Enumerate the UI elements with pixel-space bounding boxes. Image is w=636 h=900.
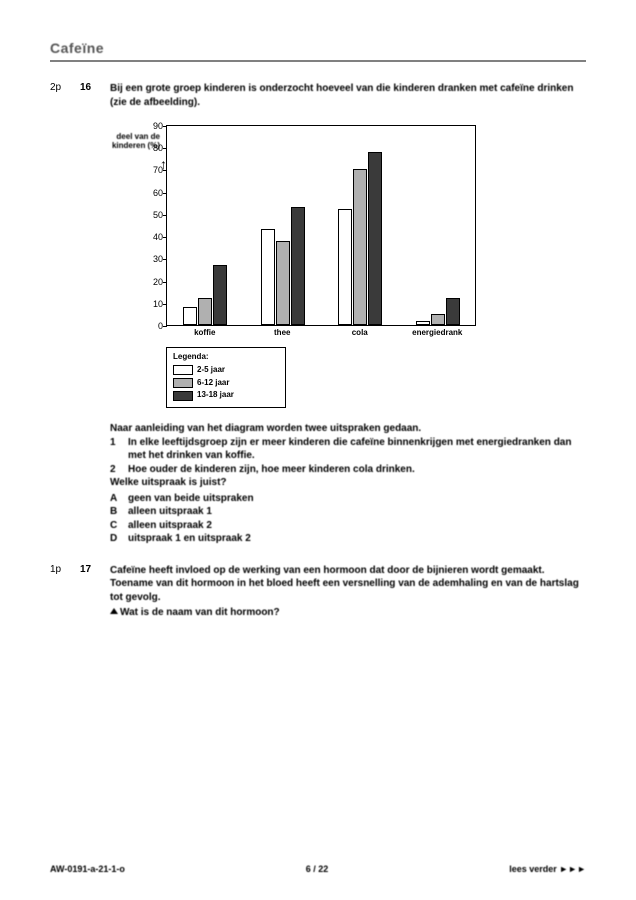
ytick-mark [163, 304, 167, 305]
q17-sub: Wat is de naam van dit hormoon? [110, 606, 586, 620]
ytick-label: 50 [139, 209, 163, 221]
q16-margin: 2p [50, 82, 80, 546]
q17-margin: 1p [50, 564, 80, 620]
option-list: Ageen van beide uitsprakenBalleen uitspr… [110, 492, 586, 546]
legend-label: 2-5 jaar [197, 365, 225, 376]
ytick-label: 60 [139, 187, 163, 199]
chart-legend: Legenda: 2-5 jaar 6-12 jaar13-18 jaar [166, 347, 286, 408]
q17-sub-text: Wat is de naam van dit hormoon? [120, 607, 280, 618]
legend-label: 13-18 jaar [197, 390, 234, 401]
statement-num: 1 [110, 436, 128, 463]
option-text: geen van beide uitspraken [128, 492, 586, 506]
statement-text: In elke leeftijdsgroep zijn er meer kind… [128, 436, 586, 463]
bar [261, 229, 275, 325]
legend-swatch [173, 378, 193, 388]
bar-group [183, 265, 227, 325]
option-row: Calleen uitspraak 2 [110, 519, 586, 533]
bar [198, 298, 212, 325]
ytick-mark [163, 170, 167, 171]
q16-statements: Naar aanleiding van het diagram worden t… [110, 422, 586, 546]
bar [353, 169, 367, 325]
page-header: Cafeïne [50, 40, 586, 62]
bar [431, 314, 445, 325]
xaxis-label: energiedrank [399, 326, 477, 341]
page-footer: AW-0191-a-21-1-o 6 / 22 lees verder ►►► [50, 864, 586, 874]
bar-group [338, 152, 382, 325]
chart-plot-inner: 0102030405060708090 [167, 126, 475, 325]
ytick-label: 0 [139, 320, 163, 332]
ytick-mark [163, 237, 167, 238]
q16-prompt: Welke uitspraak is juist? [110, 476, 586, 490]
bar [368, 152, 382, 325]
ytick-mark [163, 215, 167, 216]
bar [276, 241, 290, 325]
option-key: C [110, 519, 128, 533]
legend-row: 13-18 jaar [173, 390, 279, 401]
legend-title: Legenda: [173, 352, 279, 363]
ytick-mark [163, 282, 167, 283]
question-17: 1p 17 Cafeïne heeft invloed op de werkin… [50, 564, 586, 620]
ytick-label: 90 [139, 120, 163, 132]
bar [213, 265, 227, 325]
ytick-mark [163, 148, 167, 149]
ytick-label: 20 [139, 275, 163, 287]
statement-num: 2 [110, 463, 128, 477]
ytick-mark [163, 126, 167, 127]
statement-row: 2Hoe ouder de kinderen zijn, hoe meer ki… [110, 463, 586, 477]
q16-chart: deel van de kinderen (%) ↑ 0102030405060… [110, 125, 586, 408]
statement-list: 1In elke leeftijdsgroep zijn er meer kin… [110, 436, 586, 477]
ytick-label: 40 [139, 231, 163, 243]
q16-text: Bij een grote groep kinderen is onderzoc… [110, 82, 586, 109]
q17-body: Cafeïne heeft invloed op de werking van … [110, 564, 586, 620]
footer-center: 6 / 22 [306, 864, 329, 874]
ytick-label: 70 [139, 164, 163, 176]
chart-xaxis: koffietheecolaenergiedrank [166, 325, 476, 341]
option-row: Ageen van beide uitspraken [110, 492, 586, 506]
xaxis-label: koffie [166, 326, 244, 341]
xaxis-label: cola [321, 326, 399, 341]
bar [183, 307, 197, 325]
header-title: Cafeïne [50, 40, 586, 56]
footer-left: AW-0191-a-21-1-o [50, 864, 125, 874]
footer-right: lees verder ►►► [509, 864, 586, 874]
legend-row: 6-12 jaar [173, 378, 279, 389]
bar-group [416, 298, 460, 325]
option-row: Duitspraak 1 en uitspraak 2 [110, 532, 586, 546]
bar [416, 321, 430, 325]
ytick-mark [163, 193, 167, 194]
q16-post-intro: Naar aanleiding van het diagram worden t… [110, 422, 586, 436]
legend-swatch [173, 391, 193, 401]
ytick-label: 80 [139, 142, 163, 154]
ytick-label: 10 [139, 298, 163, 310]
option-key: A [110, 492, 128, 506]
bar [291, 207, 305, 325]
ytick-mark [163, 259, 167, 260]
q16-number: 16 [80, 82, 110, 546]
arrow-icon [110, 608, 118, 614]
legend-rows: 2-5 jaar 6-12 jaar13-18 jaar [173, 365, 279, 401]
option-text: uitspraak 1 en uitspraak 2 [128, 532, 586, 546]
statement-row: 1In elke leeftijdsgroep zijn er meer kin… [110, 436, 586, 463]
ytick-label: 30 [139, 253, 163, 265]
question-16: 2p 16 Bij een grote groep kinderen is on… [50, 82, 586, 546]
chart-plot: 0102030405060708090 [166, 125, 476, 325]
legend-row: 2-5 jaar [173, 365, 279, 376]
q17-number: 17 [80, 564, 110, 620]
legend-swatch [173, 365, 193, 375]
q17-text: Cafeïne heeft invloed op de werking van … [110, 564, 586, 605]
q16-body: Bij een grote groep kinderen is onderzoc… [110, 82, 586, 546]
statement-text: Hoe ouder de kinderen zijn, hoe meer kin… [128, 463, 586, 477]
bar [446, 298, 460, 325]
bar-group [261, 207, 305, 325]
xaxis-label: thee [244, 326, 322, 341]
option-key: D [110, 532, 128, 546]
chart-area: 0102030405060708090 koffietheecolaenergi… [166, 125, 476, 341]
legend-label: 6-12 jaar [197, 378, 229, 389]
ylabel-line1: deel van de [116, 132, 160, 141]
bar [338, 209, 352, 325]
option-text: alleen uitspraak 2 [128, 519, 586, 533]
option-row: Balleen uitspraak 1 [110, 505, 586, 519]
option-text: alleen uitspraak 1 [128, 505, 586, 519]
option-key: B [110, 505, 128, 519]
